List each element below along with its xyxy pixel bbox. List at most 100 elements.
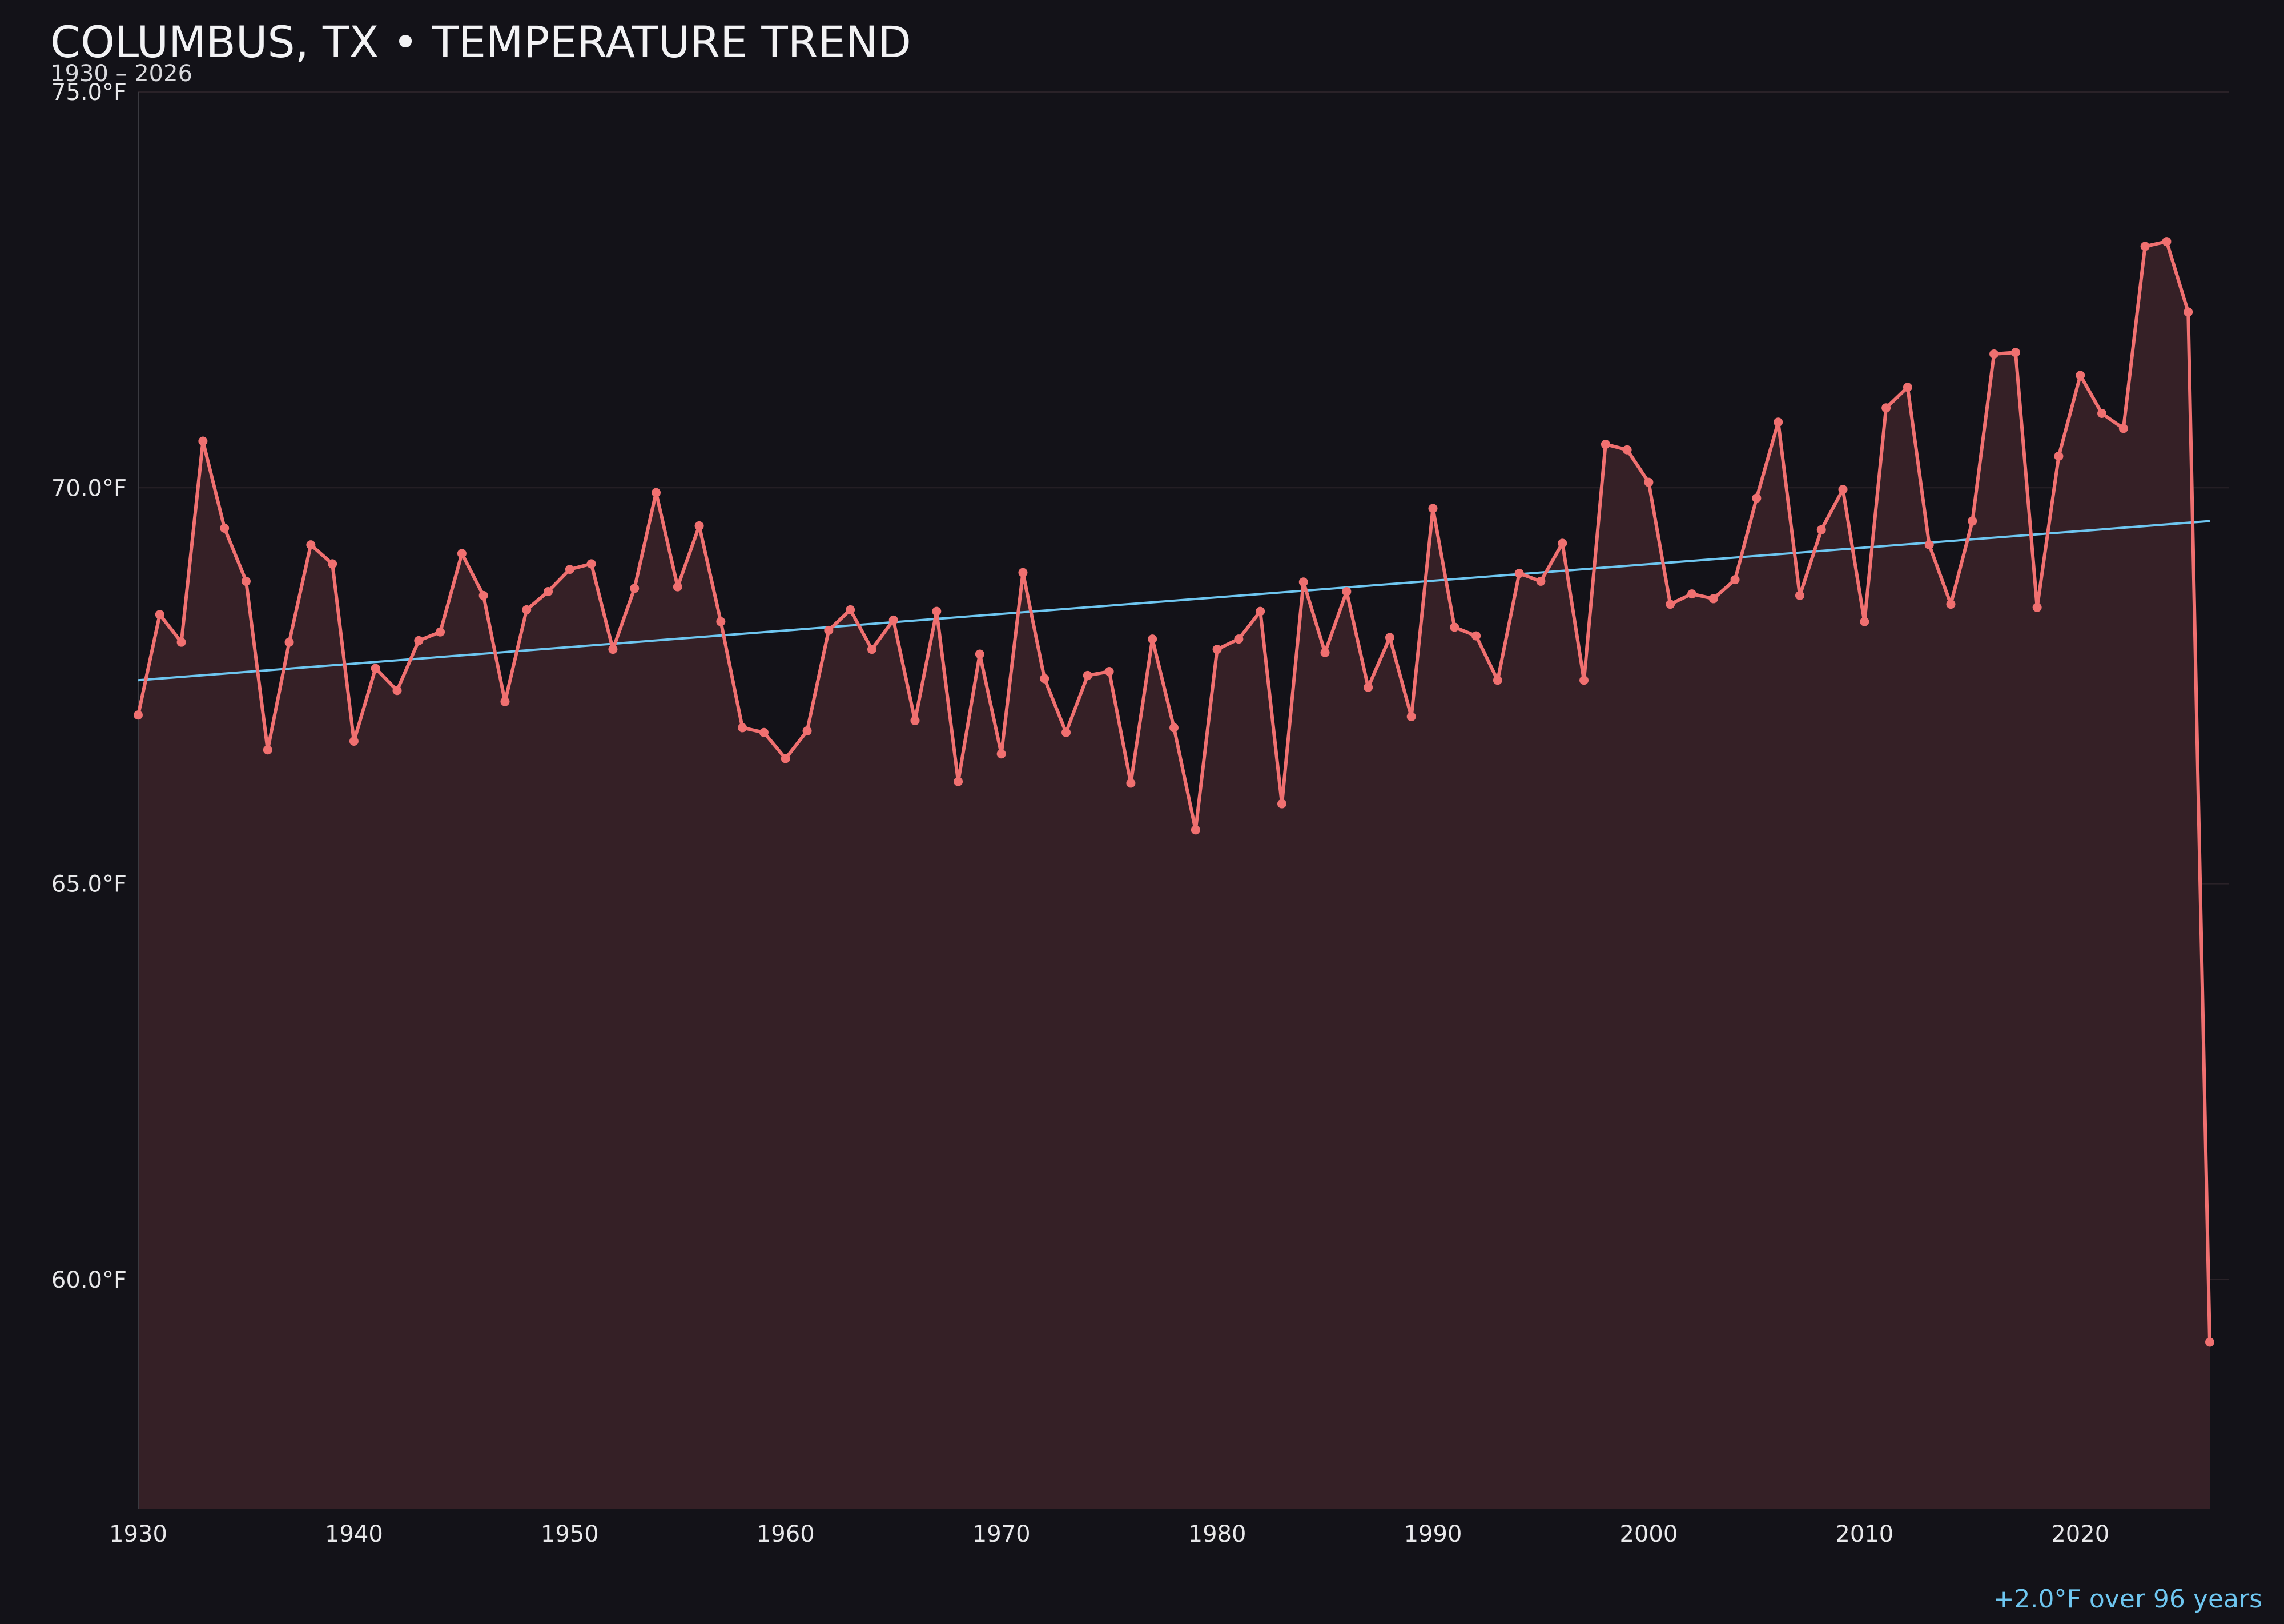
data-point [673, 582, 682, 592]
data-point [1342, 586, 1352, 596]
data-point [1816, 525, 1826, 534]
data-point [1148, 634, 1157, 644]
data-point [1364, 682, 1373, 692]
data-point [220, 524, 230, 533]
data-point [716, 617, 726, 626]
data-point [1040, 674, 1049, 684]
data-point [1126, 778, 1136, 788]
data-point [1104, 666, 1114, 676]
y-tick-labels: 60.0°F 65.0°F 70.0°F 75.0°F [51, 79, 127, 1293]
data-point [1666, 600, 1675, 609]
data-point [1860, 617, 1869, 626]
data-point [134, 710, 143, 720]
data-point [2184, 307, 2193, 317]
data-point [328, 559, 337, 569]
data-point [1795, 590, 1804, 600]
data-point [1687, 589, 1696, 599]
x-tick-label: 1980 [1188, 1521, 1246, 1547]
data-point [1774, 417, 1783, 427]
data-point [802, 726, 812, 735]
x-tick-label: 1970 [972, 1521, 1031, 1547]
data-point [392, 686, 402, 696]
trend-annotation: +2.0°F over 96 years [1993, 1585, 2262, 1614]
x-tick-label: 2020 [2051, 1521, 2109, 1547]
data-point [241, 576, 251, 586]
data-point [1083, 670, 1092, 680]
trend-line [138, 520, 2210, 682]
data-point [1881, 403, 1891, 413]
x-tick-label: 1960 [757, 1521, 815, 1547]
data-point [1579, 676, 1589, 685]
data-point [436, 627, 445, 637]
data-point [522, 605, 532, 614]
data-point [1298, 577, 1308, 587]
data-point [2010, 348, 2020, 357]
data-point [1277, 799, 1286, 809]
data-point [1493, 676, 1502, 685]
data-point [1708, 594, 1718, 604]
data-point [1514, 569, 1524, 578]
data-point [694, 521, 704, 530]
area-fill [138, 242, 2210, 1509]
data-point [824, 625, 834, 635]
data-point [910, 715, 920, 725]
data-point [2076, 371, 2085, 380]
x-tick-labels: 1930 1940 1950 1960 1970 1980 1990 2000 2010 2020 [109, 1521, 2109, 1547]
data-point [1450, 622, 1459, 632]
data-point [975, 649, 984, 659]
chart-subtitle: 1930 – 2026 [50, 61, 192, 87]
data-point [176, 637, 186, 647]
data-point [2032, 602, 2042, 612]
data-point [1838, 485, 1848, 495]
data-point [846, 605, 855, 614]
data-point [1191, 825, 1200, 835]
data-point [414, 636, 424, 645]
data-point [371, 664, 380, 673]
data-point [1644, 477, 1654, 487]
data-point [457, 549, 467, 558]
data-point [2140, 242, 2150, 251]
y-tick-label: 75.0°F [51, 79, 127, 106]
x-tick-label: 2010 [1835, 1521, 1893, 1547]
y-tick-label: 65.0°F [51, 871, 127, 898]
data-point [2097, 408, 2107, 418]
data-point [586, 559, 596, 569]
data-point [1558, 538, 1567, 548]
data-point [608, 645, 618, 654]
data-point [2054, 451, 2064, 461]
data-point [652, 488, 661, 497]
data-point [1601, 440, 1610, 449]
chart-title: COLUMBUS, TX • TEMPERATURE TREND [50, 17, 911, 67]
y-tick-label: 70.0°F [51, 475, 127, 501]
data-point [1256, 606, 1265, 616]
data-point [1406, 712, 1416, 722]
data-point [263, 745, 272, 755]
data-point [888, 615, 898, 625]
data-point [155, 610, 164, 620]
data-point [1536, 576, 1546, 586]
data-point [630, 584, 640, 593]
x-tick-label: 2000 [1620, 1521, 1678, 1547]
data-point [1320, 648, 1330, 657]
data-point [1018, 568, 1028, 577]
data-point [932, 606, 942, 616]
data-point [1234, 634, 1244, 644]
data-point [198, 436, 208, 446]
data-point [1989, 349, 1999, 359]
data-point [1903, 383, 1912, 392]
data-point [2118, 424, 2128, 433]
data-point [1471, 631, 1481, 641]
data-point [2205, 1337, 2214, 1347]
data-point [478, 590, 488, 600]
data-point [1428, 504, 1438, 513]
data-point [500, 697, 510, 706]
data-point [1061, 727, 1071, 737]
data-point [1968, 516, 1977, 526]
data-point [1924, 540, 1934, 550]
y-tick-label: 60.0°F [51, 1267, 127, 1293]
data-point [1212, 645, 1222, 654]
data-point [349, 737, 359, 746]
x-tick-label: 1930 [109, 1521, 167, 1547]
data-point [867, 645, 876, 654]
data-points [134, 237, 2214, 1347]
